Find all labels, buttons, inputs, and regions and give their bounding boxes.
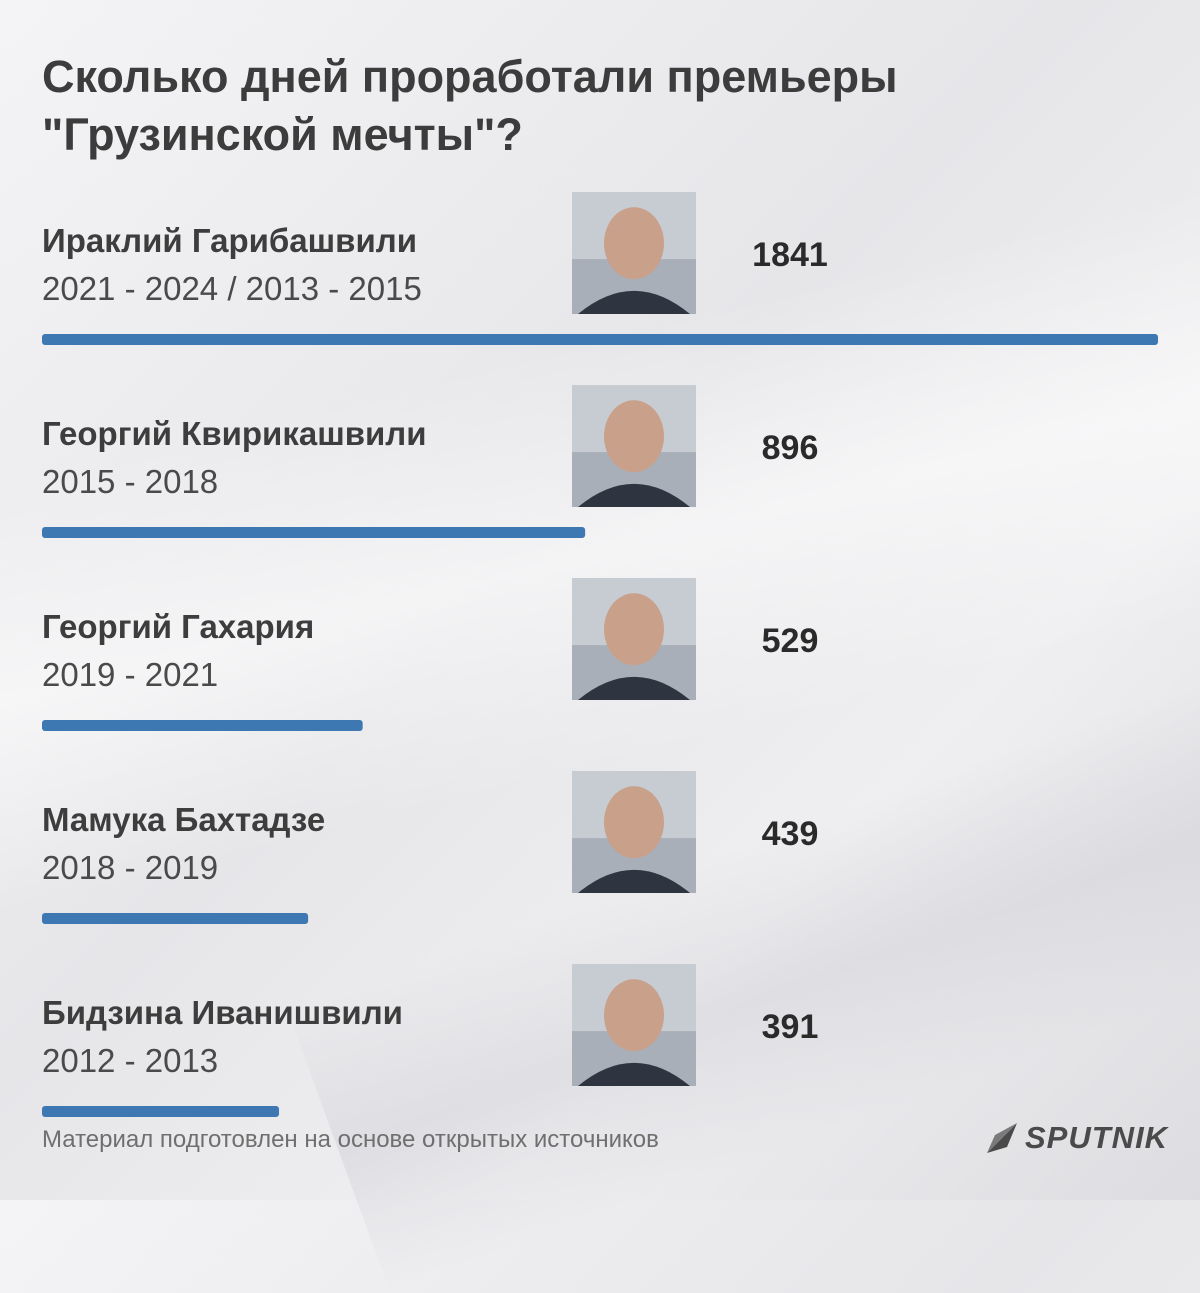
bar-row: Мамука Бахтадзе 2018 - 2019 439 (42, 771, 818, 924)
pm-name-label: Мамука Бахтадзе (42, 801, 325, 838)
pm-portrait (572, 771, 696, 893)
sputnik-logo: SPUTNIK (985, 1118, 1168, 1158)
pm-portrait (572, 578, 696, 700)
bar-row: Бидзина Иванишвили 2012 - 2013 391 (42, 964, 818, 1117)
portrait-suit (578, 483, 690, 507)
bar (42, 913, 309, 924)
portrait-face (604, 786, 664, 859)
bar-value-label: 439 (762, 815, 819, 853)
sputnik-logo-text: SPUTNIK (1025, 1120, 1169, 1155)
bar (42, 1106, 280, 1117)
bar (42, 334, 1158, 345)
bar-row: Георгий Гахария 2019 - 2021 529 (42, 578, 818, 731)
sputnik-arrow-icon (987, 1123, 1017, 1153)
pm-portrait (572, 385, 696, 507)
portrait-suit (578, 290, 690, 314)
bar (42, 720, 363, 731)
pm-period-label: 2012 - 2013 (42, 1042, 218, 1079)
pm-portrait (572, 964, 696, 1086)
portrait-face (604, 979, 664, 1052)
portrait-suit (578, 869, 690, 893)
portrait-face (604, 400, 664, 473)
chart-title: Сколько дней проработали премьеры "Грузи… (42, 48, 1162, 164)
pm-portrait (572, 192, 696, 314)
pm-period-label: 2019 - 2021 (42, 656, 218, 693)
bar-value-label: 896 (762, 429, 819, 467)
pm-period-label: 2018 - 2019 (42, 849, 218, 886)
bar-chart: Ираклий Гарибашвили 2021 - 2024 / 2013 - … (42, 192, 1158, 1117)
bar-row: Ираклий Гарибашвили 2021 - 2024 / 2013 - … (42, 192, 1158, 345)
bar (42, 527, 586, 538)
portrait-face (604, 593, 664, 666)
bar-value-label: 1841 (752, 236, 828, 274)
pm-period-label: 2021 - 2024 / 2013 - 2015 (42, 270, 422, 307)
portrait-suit (578, 1062, 690, 1086)
pm-name-label: Георгий Квирикашвили (42, 415, 427, 452)
portrait-face (604, 207, 664, 280)
pm-name-label: Ираклий Гарибашвили (42, 222, 417, 259)
pm-period-label: 2015 - 2018 (42, 463, 218, 500)
pm-name-label: Бидзина Иванишвили (42, 994, 403, 1031)
chart-title-line-1: Сколько дней проработали премьеры (42, 51, 898, 102)
portrait-suit (578, 676, 690, 700)
bar-value-label: 391 (762, 1008, 819, 1046)
source-note: Материал подготовлен на основе открытых … (42, 1126, 659, 1153)
bar-value-label: 529 (762, 622, 819, 660)
bar-row: Георгий Квирикашвили 2015 - 2018 896 (42, 385, 818, 538)
chart-title-line-2: "Грузинской мечты"? (42, 109, 523, 160)
pm-name-label: Георгий Гахария (42, 608, 314, 645)
